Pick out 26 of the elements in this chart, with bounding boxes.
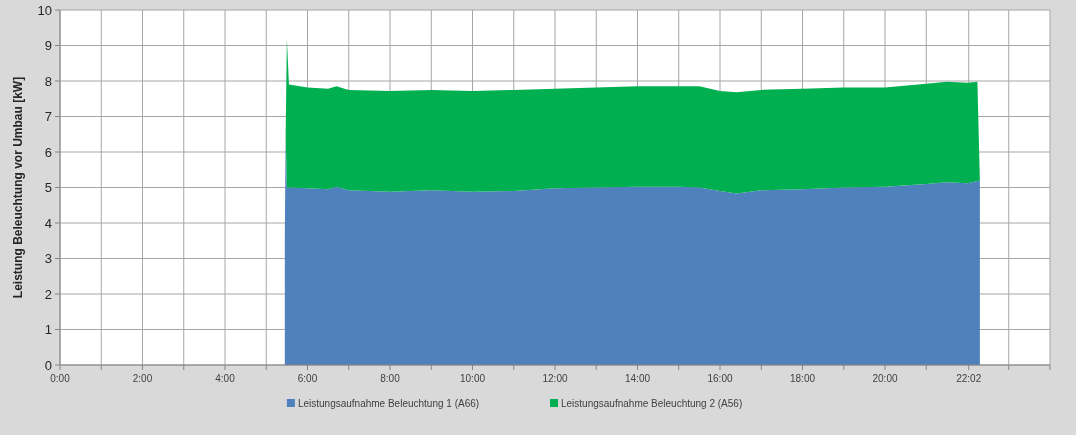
x-tick-label: 18:00 <box>789 373 816 384</box>
x-tick-label: 20:00 <box>872 373 898 384</box>
y-tick-label: 3 <box>44 251 52 266</box>
y-tick-label: 4 <box>44 215 52 231</box>
y-tick-label: 6 <box>44 144 52 160</box>
y-tick-label: 8 <box>44 73 52 89</box>
y-tick-label: 2 <box>44 286 52 302</box>
x-tick-label: 6:00 <box>297 373 318 384</box>
y-tick-label: 5 <box>44 180 52 195</box>
x-tick-label: 10:00 <box>459 373 486 384</box>
y-axis-title: Leistung Beleuchtung vor Umbau [kW] <box>11 76 25 299</box>
x-tick-label: 14:00 <box>624 373 651 384</box>
y-tick-label: 9 <box>44 38 52 53</box>
x-tick-label: 22:02 <box>956 373 982 384</box>
x-tick-label: 4:00 <box>215 373 236 384</box>
x-tick-label: 8:00 <box>380 373 401 384</box>
x-tick-label: 2:00 <box>132 373 153 384</box>
y-tick-label: 0 <box>44 357 52 373</box>
legend-label: Leistungsaufnahme Beleuchtung 2 (A56) <box>561 398 743 409</box>
y-tick-label: 10 <box>37 2 52 18</box>
x-tick-label: 16:00 <box>707 373 733 384</box>
y-tick-label: 1 <box>44 322 52 337</box>
y-tick-label: 7 <box>44 109 52 124</box>
x-tick-label: 0:00 <box>50 373 71 384</box>
x-tick-label: 12:00 <box>542 373 568 384</box>
legend-label: Leistungsaufnahme Beleuchtung 1 (A66) <box>297 398 480 409</box>
